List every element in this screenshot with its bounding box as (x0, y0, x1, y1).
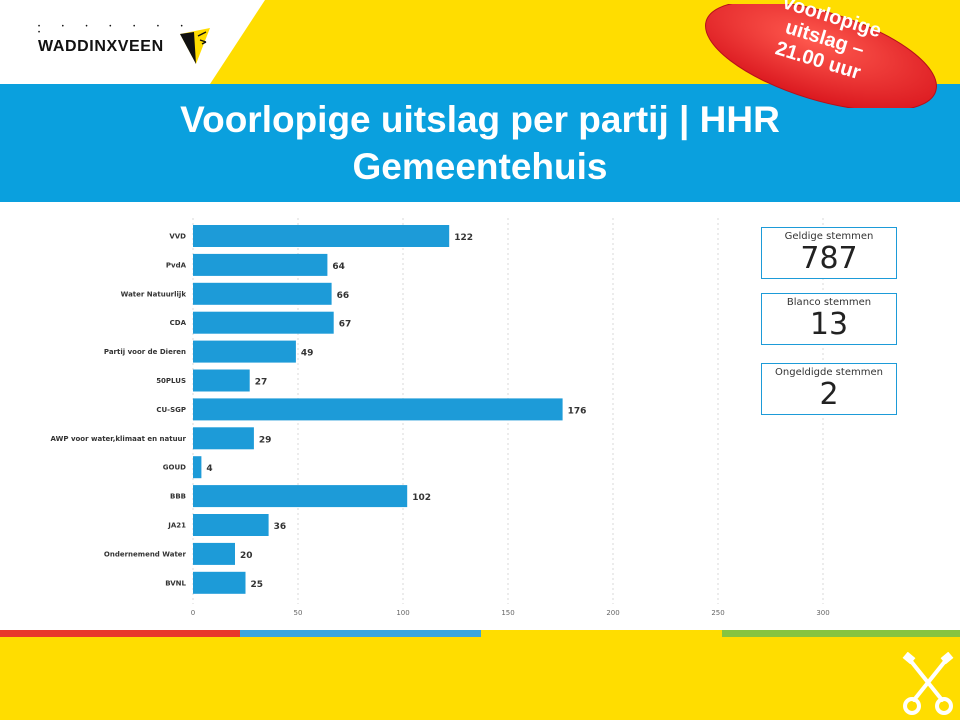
bar (193, 485, 408, 508)
bar-value-label: 122 (454, 233, 473, 243)
category-label: 50PLUS (156, 377, 186, 385)
card-label: Ongeldigde stemmen (775, 367, 883, 378)
x-tick-label: 100 (396, 609, 409, 617)
card-value: 2 (819, 377, 839, 412)
bar (193, 253, 328, 276)
bar-value-label: 67 (339, 320, 352, 330)
card-invalid-votes: Ongeldigde stemmen 2 (761, 363, 897, 415)
logo-dots: • • • • • • • • (38, 24, 193, 36)
bar (193, 571, 246, 594)
category-label: Ondernemend Water (104, 550, 187, 558)
bar-value-label: 49 (301, 349, 314, 359)
category-label: JA21 (167, 522, 186, 530)
x-tick-label: 50 (294, 609, 303, 617)
bar-value-label: 4 (206, 464, 212, 474)
header-diagonal-shape (0, 0, 265, 84)
bar (193, 340, 296, 363)
stripe-blue (240, 630, 481, 637)
category-label: Partij voor de Dieren (104, 348, 186, 356)
crossed-keys-icon (902, 652, 954, 715)
bar-value-label: 66 (337, 291, 350, 301)
bar (193, 311, 334, 334)
category-label: Water Natuurlijk (121, 290, 187, 298)
bar (193, 427, 254, 450)
bar-value-label: 102 (412, 493, 431, 503)
x-tick-label: 150 (501, 609, 514, 617)
chart-x-ticks: 0 50 100 150 200 250 300 (191, 609, 830, 617)
category-label: BVNL (165, 579, 186, 587)
card-value: 787 (800, 241, 858, 276)
title-banner (0, 84, 960, 202)
bar-value-label: 27 (255, 378, 268, 388)
x-tick-label: 0 (191, 609, 195, 617)
bar (193, 369, 250, 392)
color-stripes (0, 630, 960, 637)
x-tick-label: 300 (816, 609, 829, 617)
category-label: AWP voor water,klimaat en natuur (51, 435, 187, 443)
chart-bars: VVD 122 PvdA 64 Water Natuurlijk 66 CDA 67 Parti… (51, 225, 587, 594)
bar (193, 282, 332, 305)
chart-gridlines (192, 218, 824, 604)
logo-emblem-icon (180, 28, 210, 64)
bar-value-label: 36 (274, 522, 287, 532)
bar-value-label: 25 (251, 580, 264, 590)
party-results-chart: VVD 122 PvdA 64 Water Natuurlijk 66 CDA 67 Parti… (51, 218, 830, 617)
bar-value-label: 20 (240, 551, 253, 561)
stripe-yellow (481, 630, 722, 637)
logo-text: WADDINXVEEN (38, 38, 164, 55)
x-tick-label: 200 (606, 609, 619, 617)
page-title-line2: Gemeentehuis (352, 146, 608, 187)
bar-value-label: 176 (568, 406, 587, 416)
category-label: CU-SGP (156, 406, 186, 414)
waddinxveen-logo: • • • • • • • • WADDINXVEEN (38, 24, 213, 66)
category-label: GOUD (163, 464, 186, 472)
bar (193, 514, 269, 536)
category-label: CDA (170, 319, 187, 327)
card-label: Blanco stemmen (786, 297, 872, 308)
bar (193, 456, 202, 479)
x-tick-label: 250 (711, 609, 724, 617)
page-title: Voorlopige uitslag per partij | HHR Geme… (0, 96, 960, 190)
bar (193, 398, 563, 421)
bar (193, 225, 450, 247)
badge-bubble (705, 4, 937, 108)
card-label: Geldige stemmen (784, 231, 874, 242)
card-valid-votes: Geldige stemmen 787 (761, 227, 897, 279)
category-label: VVD (169, 233, 186, 241)
stripe-red (0, 630, 240, 637)
bar (193, 542, 235, 565)
top-header-area (0, 0, 960, 84)
bar-value-label: 64 (332, 262, 345, 272)
page-title-line1: Voorlopige uitslag per partij | HHR (180, 99, 780, 140)
card-blank-votes: Blanco stemmen 13 (761, 293, 897, 345)
category-label: PvdA (166, 261, 187, 269)
card-value: 13 (809, 307, 849, 342)
bar-value-label: 29 (259, 435, 272, 445)
stripe-green (722, 630, 960, 637)
category-label: BBB (170, 493, 186, 501)
